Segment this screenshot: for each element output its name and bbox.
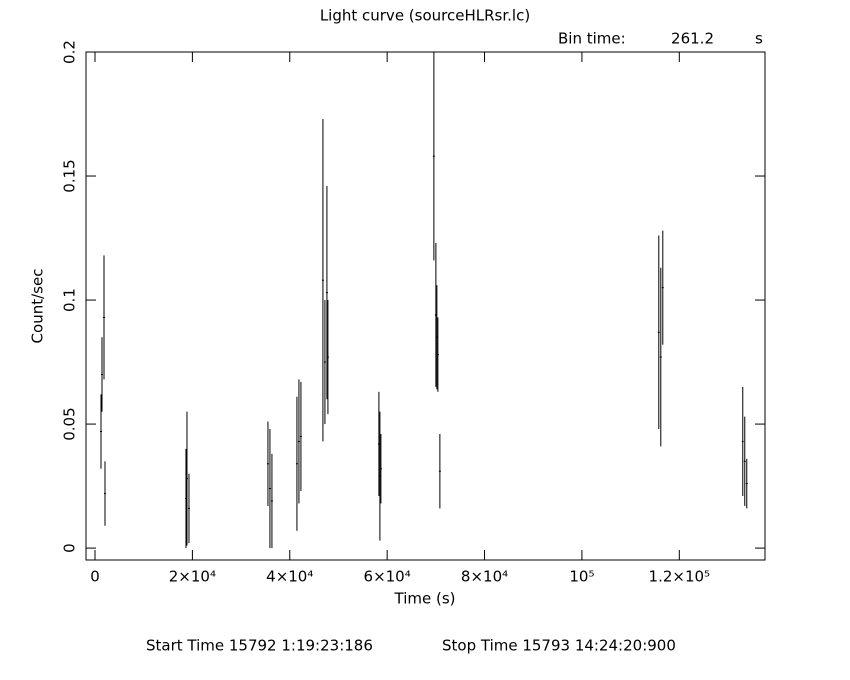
bin-time: 261.2 <box>671 30 714 48</box>
bin-time-unit: s <box>755 30 763 48</box>
x-tick-label: 2×10⁴ <box>169 568 216 586</box>
x-tick-label: 10⁵ <box>569 568 594 586</box>
chart-title: Light curve (sourceHLRsr.lc) <box>320 7 530 25</box>
y-tick-label: 0.05 <box>61 407 79 440</box>
x-tick-label: 1.2×10⁵ <box>649 568 711 586</box>
y-tick-label: 0.15 <box>61 159 79 192</box>
start-time: Start Time 15792 1:19:23:186 <box>146 637 373 655</box>
x-tick-label: 4×10⁴ <box>266 568 313 586</box>
bin-time-label: Bin time: <box>558 30 626 48</box>
x-tick-label: 6×10⁴ <box>364 568 411 586</box>
x-tick-label: 8×10⁴ <box>461 568 508 586</box>
plot-frame <box>85 51 766 561</box>
x-tick-label: 0 <box>90 568 100 586</box>
stop-time: Stop Time 15793 14:24:20:900 <box>442 637 676 655</box>
y-tick-label: 0.1 <box>61 288 79 312</box>
y-tick-label: 0.2 <box>61 40 79 64</box>
x-axis-label: Time (s) <box>394 590 456 608</box>
y-axis-label: Count/sec <box>29 269 47 344</box>
y-tick-label: 0 <box>61 543 79 553</box>
